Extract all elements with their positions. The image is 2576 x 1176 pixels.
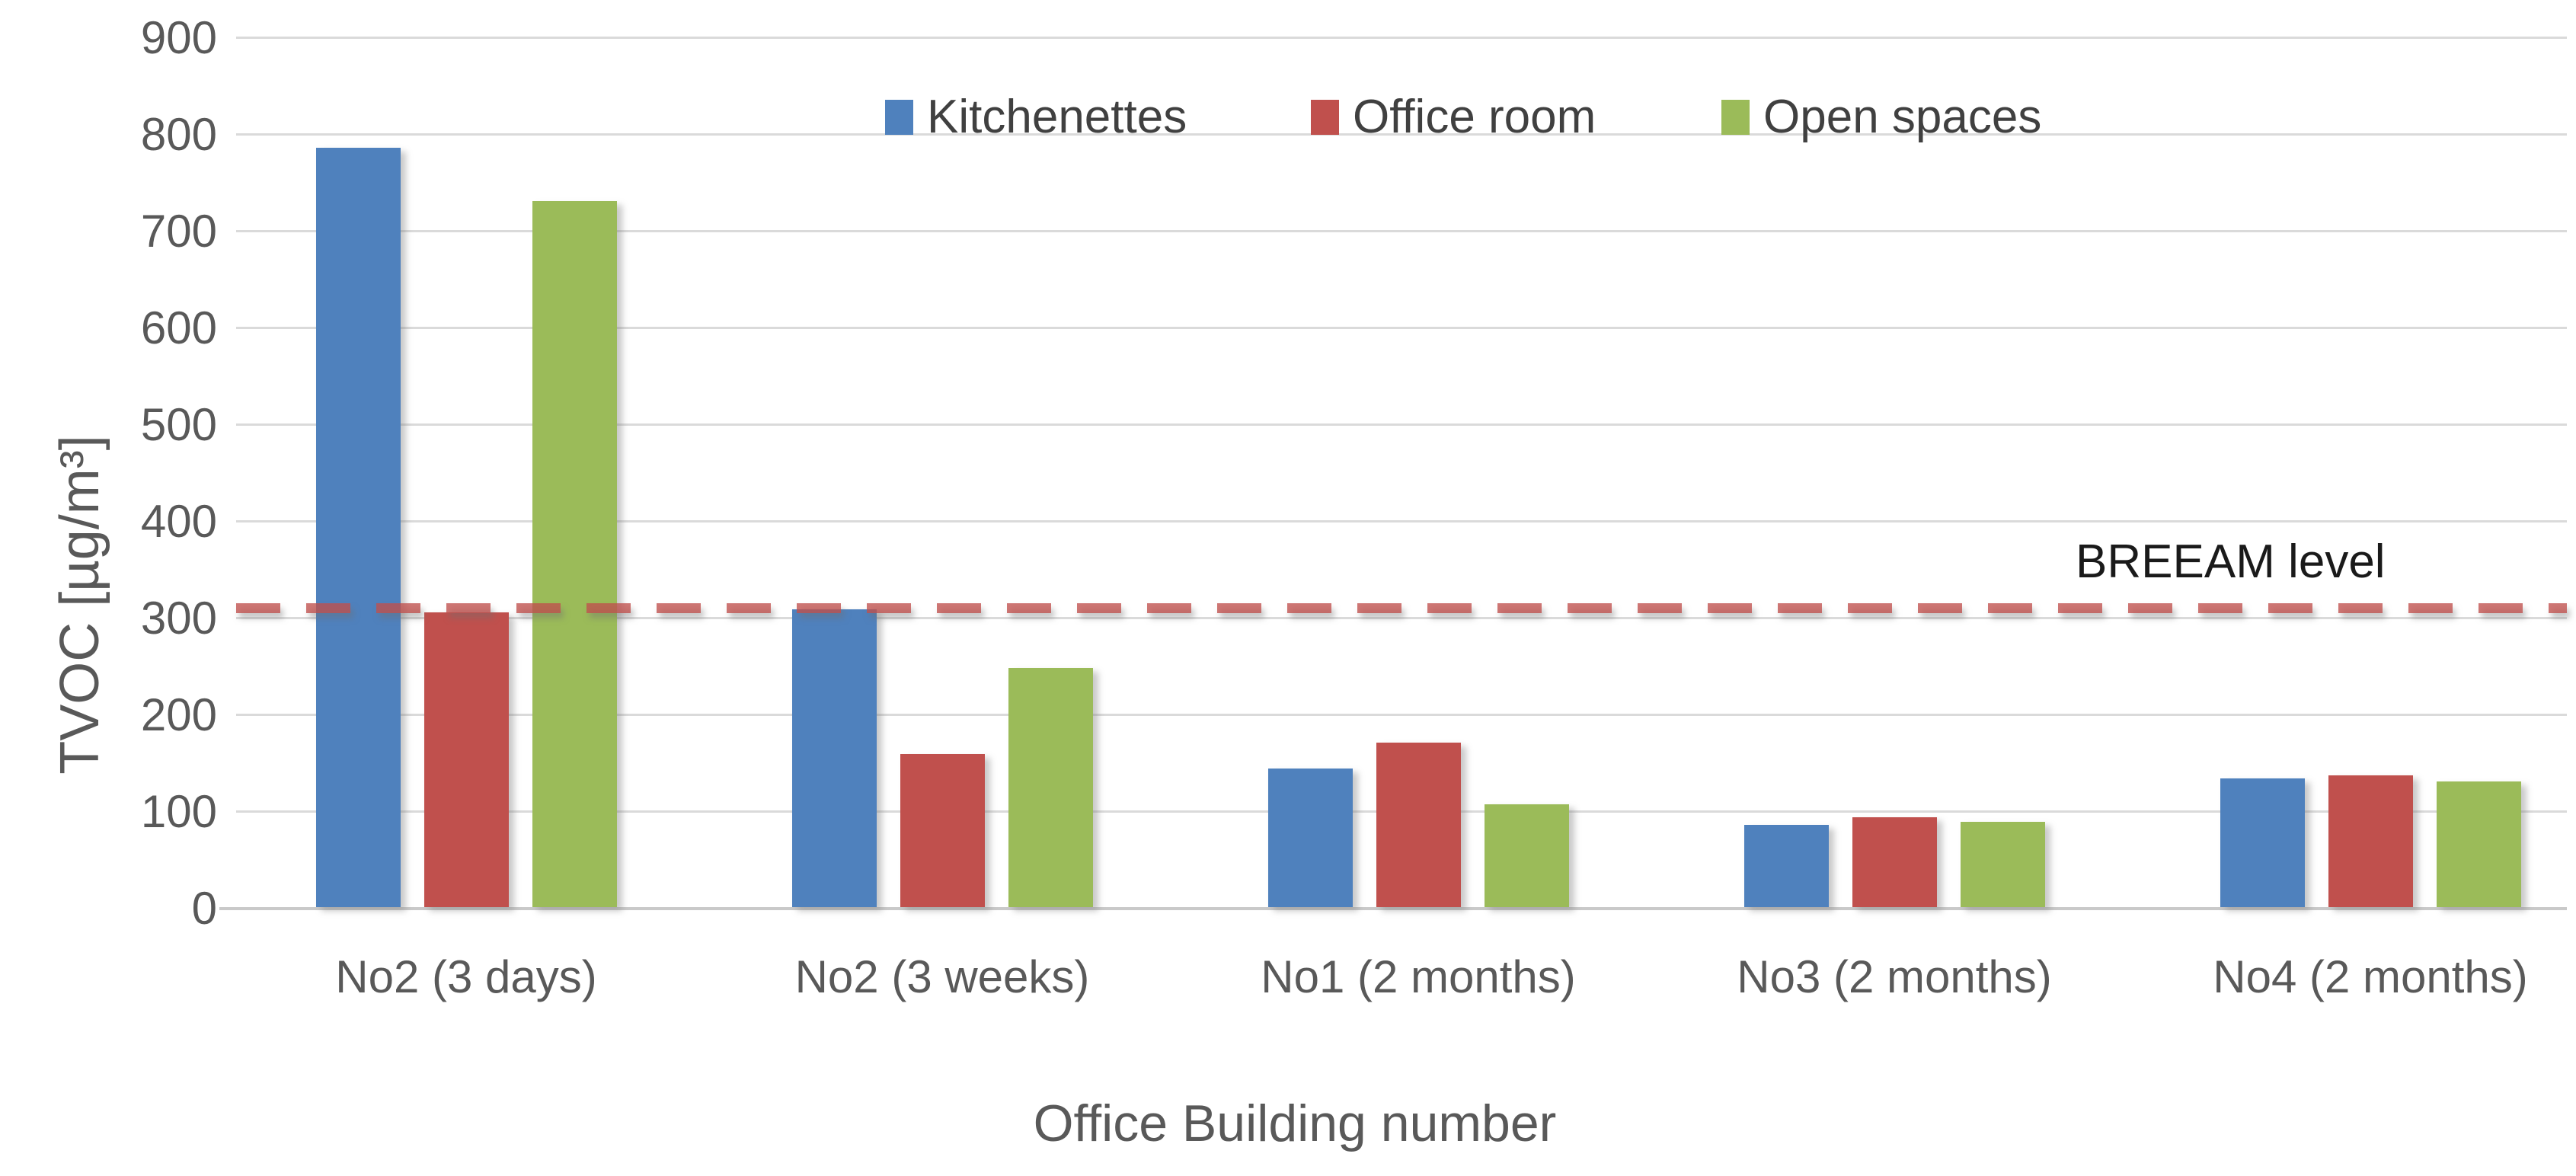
gridline xyxy=(236,230,2567,232)
legend-swatch-kitchenettes xyxy=(885,99,913,135)
x-axis-baseline xyxy=(219,907,2567,910)
y-tick-label: 900 xyxy=(140,12,217,63)
reference-line-label: BREEAM level xyxy=(2076,535,2386,588)
bar-s2-c3 xyxy=(1960,822,2045,907)
y-tick-label: 200 xyxy=(140,689,217,740)
legend-label-office-room: Office room xyxy=(1353,91,1596,143)
bar-s1-c3 xyxy=(1852,816,1937,907)
bar-s1-c1 xyxy=(900,754,985,907)
y-tick-label: 600 xyxy=(140,302,217,353)
breeam-reference-line xyxy=(236,603,2567,614)
y-tick-label: 500 xyxy=(140,399,217,450)
gridline xyxy=(236,37,2567,39)
y-tick-label: 300 xyxy=(140,593,217,644)
x-axis-title: Office Building number xyxy=(1033,1095,1557,1152)
legend-label-kitchenettes: Kitchenettes xyxy=(927,91,1187,143)
gridline xyxy=(236,714,2567,716)
gridline xyxy=(236,423,2567,426)
bar-s2-c0 xyxy=(532,200,617,907)
bar-s1-c4 xyxy=(2328,775,2413,907)
plot-area xyxy=(219,37,2567,910)
bar-s0-c4 xyxy=(2220,778,2305,907)
bar-s0-c2 xyxy=(1267,769,1353,907)
gridline xyxy=(236,617,2567,619)
y-tick-label: 800 xyxy=(140,109,217,160)
bar-s0-c1 xyxy=(791,609,877,907)
gridline xyxy=(236,520,2567,522)
legend-swatch-open-spaces xyxy=(1721,99,1750,135)
y-axis-title: TVOC [µg/m³] xyxy=(50,435,110,775)
x-category-label: No3 (2 months) xyxy=(1737,951,2052,1002)
bar-s2-c1 xyxy=(1008,668,1093,907)
legend-item-office-room: Office room xyxy=(1311,90,1596,144)
x-category-label: No2 (3 weeks) xyxy=(794,951,1090,1002)
gridline xyxy=(236,327,2567,329)
gridline xyxy=(236,133,2567,136)
legend-swatch-office-room xyxy=(1311,99,1339,135)
legend-label-open-spaces: Open spaces xyxy=(1763,91,2042,143)
bar-s0-c0 xyxy=(315,148,401,907)
y-tick-label: 400 xyxy=(140,496,217,547)
bar-s0-c3 xyxy=(1743,825,1829,907)
x-category-label: No4 (2 months) xyxy=(2213,951,2528,1002)
legend-item-open-spaces: Open spaces xyxy=(1721,90,2041,144)
y-tick-label: 100 xyxy=(140,786,217,837)
bar-s2-c2 xyxy=(1484,804,1569,907)
x-category-label: No1 (2 months) xyxy=(1261,951,1576,1002)
bar-s2-c4 xyxy=(2436,781,2521,907)
legend-item-kitchenettes: Kitchenettes xyxy=(885,90,1187,144)
y-tick-label: 700 xyxy=(140,206,217,257)
y-tick-label: 0 xyxy=(191,883,217,934)
bar-s1-c0 xyxy=(423,612,509,907)
x-category-label: No2 (3 days) xyxy=(335,951,597,1002)
bar-s1-c2 xyxy=(1376,743,1461,907)
